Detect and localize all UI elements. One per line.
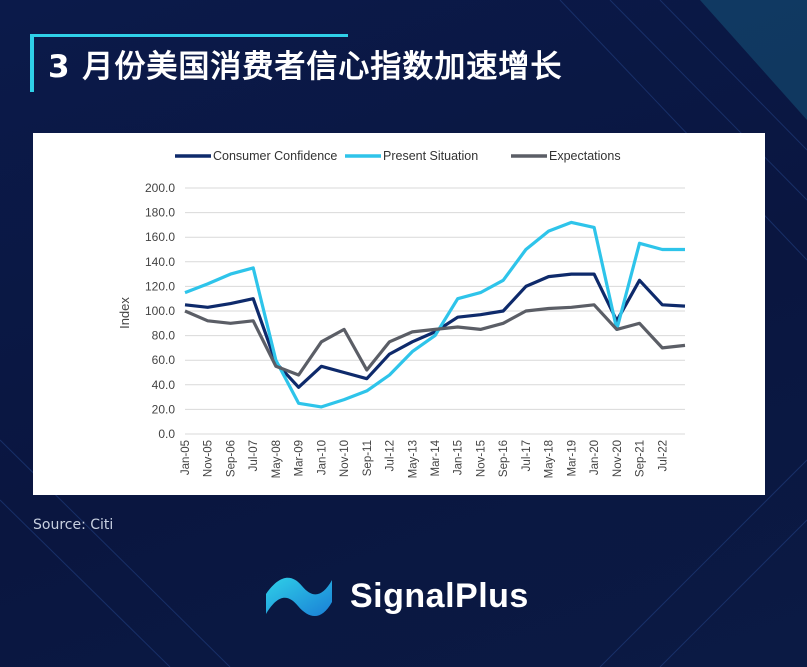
y-tick-labels: 200.0 180.0 160.0 140.0 120.0 100.0 80.0 60.0 40… xyxy=(145,181,175,441)
x-tick-label: Sep-21 xyxy=(635,440,647,477)
y-tick-label: 0.0 xyxy=(158,427,175,441)
x-tick-label: Mar-14 xyxy=(430,439,442,476)
line-chart: 200.0 180.0 160.0 140.0 120.0 100.0 80.0 60.0 40… xyxy=(117,149,686,478)
x-tick-label: Mar-09 xyxy=(294,440,306,476)
x-tick-label: Jan-10 xyxy=(316,440,328,475)
x-tick-label: Jul-17 xyxy=(521,440,533,471)
x-tick-labels: Jan-05 Nov-05 Sep-06 Jul-07 May-08 Mar-09 Jan-… xyxy=(180,439,669,478)
source-note: Source: Citi xyxy=(33,517,114,533)
y-tick-label: 180.0 xyxy=(145,206,175,220)
x-tick-label: Sep-11 xyxy=(362,440,374,476)
y-tick-label: 80.0 xyxy=(152,329,176,343)
signalplus-logo-icon xyxy=(266,577,332,617)
brand-block: SignalPlus xyxy=(262,570,529,622)
legend-label: Present Situation xyxy=(383,149,478,163)
series-line-consumer-confidence xyxy=(184,272,686,389)
x-tick-label: May-18 xyxy=(544,440,556,478)
y-tick-label: 100.0 xyxy=(145,304,175,318)
chart-legend: Consumer Confidence Present Situation Expe… xyxy=(175,149,621,163)
chart-card: 200.0 180.0 160.0 140.0 120.0 100.0 80.0 60.0 40… xyxy=(33,133,765,495)
x-tick-label: Jan-15 xyxy=(453,440,465,475)
legend-label: Consumer Confidence xyxy=(213,149,337,163)
x-tick-label: Mar-19 xyxy=(566,440,578,476)
legend-label: Expectations xyxy=(549,149,621,163)
x-tick-label: May-13 xyxy=(407,440,419,478)
x-tick-label: Nov-15 xyxy=(475,440,487,477)
brand-name: SignalPlus xyxy=(350,576,529,615)
x-tick-label: Nov-20 xyxy=(612,440,624,477)
x-tick-label: Jan-05 xyxy=(180,440,192,475)
x-tick-label: Sep-06 xyxy=(225,440,237,477)
y-tick-label: 200.0 xyxy=(145,181,175,195)
x-tick-label: Jul-07 xyxy=(248,440,260,471)
series-line-present-situation xyxy=(184,220,685,409)
x-tick-label: May-08 xyxy=(271,440,283,478)
page-title: 3 月份美国消费者信心指数加速增长 xyxy=(48,48,563,85)
grid-lines xyxy=(185,187,685,435)
x-tick-label: Jan-20 xyxy=(589,440,601,475)
x-tick-label: Jul-22 xyxy=(657,440,669,471)
title-accent-line xyxy=(30,34,348,37)
series-line-expectations xyxy=(184,303,686,377)
x-tick-label: Nov-05 xyxy=(203,440,215,477)
y-tick-label: 120.0 xyxy=(145,279,175,293)
y-tick-label: 40.0 xyxy=(152,378,176,392)
y-tick-label: 160.0 xyxy=(145,230,175,244)
x-tick-label: Jul-12 xyxy=(385,440,397,471)
title-frame: 3 月份美国消费者信心指数加速增长 xyxy=(30,34,562,92)
x-tick-label: Sep-16 xyxy=(498,440,510,477)
y-tick-label: 20.0 xyxy=(152,402,176,416)
y-axis-label: Index xyxy=(117,297,132,329)
y-tick-label: 140.0 xyxy=(145,255,175,269)
y-tick-label: 60.0 xyxy=(152,353,176,367)
series-lines xyxy=(184,220,686,409)
x-tick-label: Nov-10 xyxy=(339,440,351,477)
